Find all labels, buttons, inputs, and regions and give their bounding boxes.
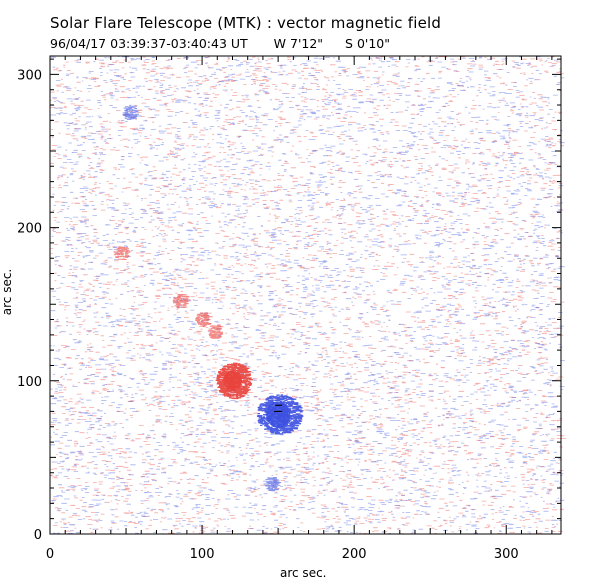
y-tick-label: 100: [17, 375, 42, 390]
positive-polarity-region: [172, 294, 191, 309]
observation-info: 96/04/17 03:39:37-03:40:43 UT W 7'12" S …: [50, 36, 390, 51]
y-axis-label: arc sec.: [0, 268, 15, 316]
latitude-readout: S 0'10": [345, 36, 390, 51]
positive-field-noise: [50, 55, 567, 535]
positive-polarity-region: [215, 362, 253, 400]
x-tick-label: 300: [494, 547, 519, 562]
negative-polarity-region: [122, 104, 139, 120]
figure-title: Solar Flare Telescope (MTK) : vector mag…: [50, 14, 442, 32]
axis-ticks: [49, 56, 561, 535]
observation-datetime: 96/04/17 03:39:37-03:40:43 UT: [50, 36, 248, 51]
magnetogram-background: [50, 55, 567, 535]
negative-field-noise: [50, 55, 565, 535]
negative-polarity-region: [256, 394, 304, 435]
y-tick-label: 0: [34, 528, 42, 543]
axis-tick-labels: 0 100 200 300 0 100 200 300: [17, 68, 518, 562]
magnetic-feature-layer: [113, 104, 304, 492]
positive-polarity-region: [195, 312, 213, 328]
y-tick-label: 300: [17, 68, 42, 83]
x-tick-label: 200: [342, 547, 367, 562]
longitude-readout: W 7'12": [273, 36, 324, 51]
plot-frame: [49, 55, 562, 535]
positive-polarity-region: [113, 246, 131, 260]
x-tick-label: 0: [46, 547, 54, 562]
x-tick-label: 100: [190, 547, 215, 562]
x-axis-label: arc sec.: [280, 566, 327, 580]
positive-polarity-region: [207, 324, 224, 339]
negative-polarity-region: [263, 477, 282, 492]
transverse-field-vectors: [274, 404, 283, 413]
y-tick-label: 200: [17, 222, 42, 237]
